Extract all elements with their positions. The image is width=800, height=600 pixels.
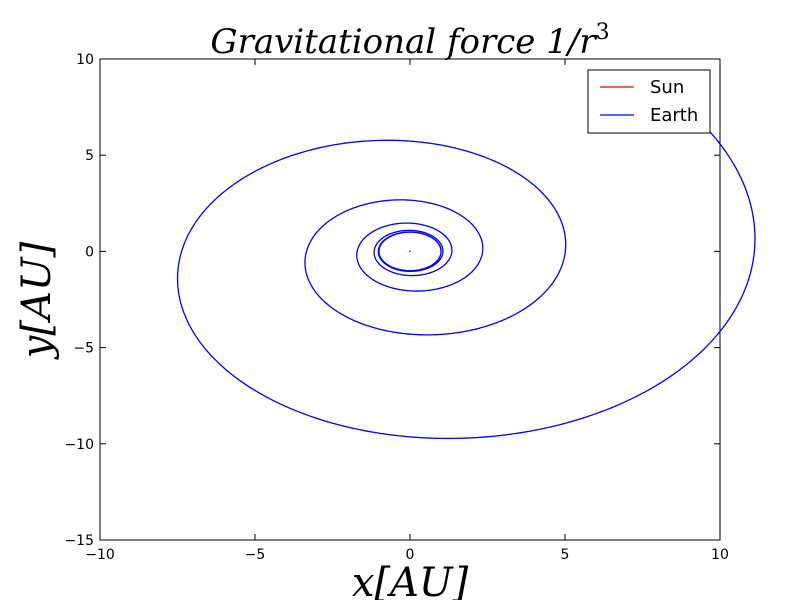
legend-label-earth: Earth xyxy=(650,105,698,126)
x-tick-label: 10 xyxy=(711,547,729,563)
y-tick-label: 0 xyxy=(85,244,94,260)
chart-title-exponent: 3 xyxy=(596,20,610,45)
y-tick-label: −5 xyxy=(73,341,94,357)
y-tick-label: 10 xyxy=(76,52,94,68)
y-tick-label: 5 xyxy=(85,148,94,164)
x-tick-label: −10 xyxy=(85,547,115,563)
chart-title-main: Gravitational force 1/r xyxy=(210,22,597,62)
series-point-sun xyxy=(409,250,411,253)
legend-box xyxy=(587,69,711,134)
x-tick-label: 5 xyxy=(561,547,570,563)
y-axis-label: y[AU] xyxy=(14,241,60,360)
x-tick-label: −5 xyxy=(245,547,266,563)
x-tick-label: 0 xyxy=(406,547,415,563)
legend-label-sun: Sun xyxy=(650,77,684,98)
y-tick-label: −15 xyxy=(64,533,94,549)
y-tick-label: −10 xyxy=(64,437,94,453)
legend: Sun Earth xyxy=(587,69,711,134)
x-axis-label: x[AU] xyxy=(352,560,469,600)
chart-title: Gravitational force 1/r3 xyxy=(210,20,609,62)
series-line-earth xyxy=(176,84,756,440)
